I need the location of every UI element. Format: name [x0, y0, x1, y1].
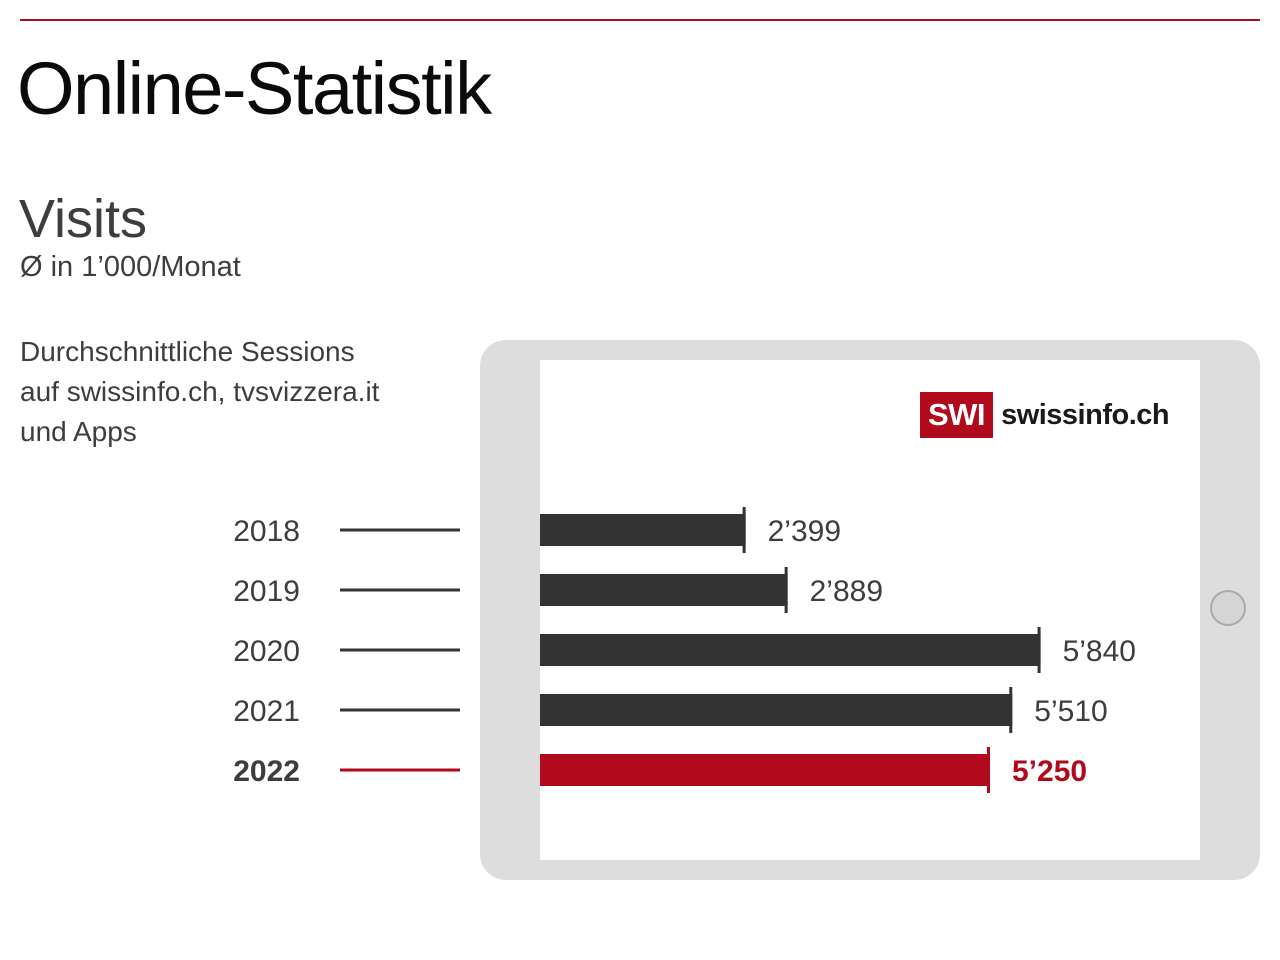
value-label: 5’250	[1012, 755, 1087, 788]
description-line: Durchschnittliche Sessions	[20, 336, 355, 367]
year-label: 2022	[233, 755, 300, 788]
bar	[540, 514, 746, 546]
year-label: 2019	[233, 575, 300, 608]
value-label: 2’399	[768, 515, 841, 548]
swi-logo: SWI swissinfo.ch	[920, 392, 1170, 438]
bar-end-cap	[987, 747, 990, 793]
year-label: 2021	[233, 695, 300, 728]
bar-end-cap	[742, 507, 746, 553]
bar	[540, 634, 1041, 666]
bar	[540, 754, 990, 786]
description-line: auf swissinfo.ch, tvsvizzera.it	[20, 376, 380, 407]
logo-badge: SWI	[920, 392, 994, 438]
top-rule	[20, 19, 1260, 21]
value-label: 5’510	[1034, 695, 1107, 728]
tablet-home-button	[1210, 590, 1246, 626]
page-title: Online-Statistik	[17, 47, 492, 130]
description: Durchschnittliche Sessions auf swissinfo…	[20, 332, 460, 452]
logo-text: swissinfo.ch	[1001, 398, 1170, 431]
bar-end-cap	[1009, 687, 1013, 733]
year-label: 2018	[233, 515, 300, 548]
bar	[540, 574, 788, 606]
year-label: 2020	[233, 635, 300, 668]
bar	[540, 694, 1013, 726]
metric-unit: Ø in 1’000/Monat	[20, 251, 241, 283]
description-line: und Apps	[20, 416, 137, 447]
metric-title: Visits	[19, 189, 148, 249]
bar-end-cap	[784, 567, 788, 613]
value-label: 2’889	[810, 575, 883, 608]
bar-end-cap	[1037, 627, 1041, 673]
value-label: 5’840	[1063, 635, 1136, 668]
